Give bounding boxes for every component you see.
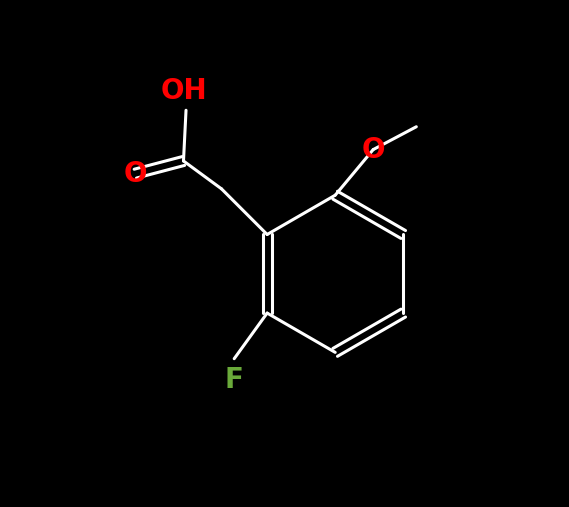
Text: O: O [361, 135, 385, 164]
Text: F: F [225, 366, 244, 394]
Text: O: O [123, 160, 147, 188]
Text: OH: OH [160, 77, 207, 105]
